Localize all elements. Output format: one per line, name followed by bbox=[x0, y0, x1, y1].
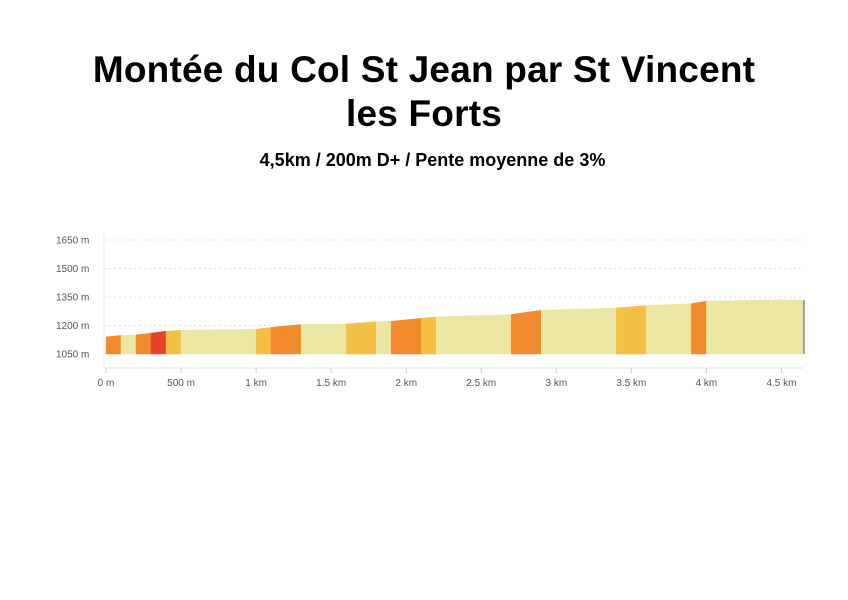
profile-segment-steep bbox=[691, 300, 707, 355]
profile-segment-gentle bbox=[646, 303, 692, 355]
profile-segment-steep bbox=[390, 318, 422, 355]
y-tick-label: 1200 m bbox=[56, 321, 89, 332]
profile-segment-moderate bbox=[616, 305, 647, 355]
profile-segment-gentle bbox=[120, 334, 137, 355]
x-tick-label: 3.5 km bbox=[616, 378, 646, 389]
profile-segment-moderate bbox=[345, 321, 377, 355]
profile-segment-gentle bbox=[300, 323, 347, 355]
x-tick-label: 1.5 km bbox=[316, 378, 346, 389]
subtitle: 4,5km / 200m D+ / Pente moyenne de 3% bbox=[259, 150, 606, 170]
y-tick-labels: 1050 m 1200 m 1350 m 1500 m 1650 m bbox=[56, 236, 89, 361]
profile-segment-gentle bbox=[541, 307, 617, 355]
x-tick-label: 2 km bbox=[395, 378, 417, 389]
x-tick-label: 1 km bbox=[245, 378, 267, 389]
y-tick-label: 1050 m bbox=[56, 350, 89, 361]
x-tick-labels: 0 m 500 m 1 km 1.5 km 2 km 2.5 km 3 km 3.5 km 4 … bbox=[98, 368, 796, 389]
x-tick-label: 2.5 km bbox=[466, 378, 496, 389]
y-tick-label: 1350 m bbox=[56, 293, 89, 304]
x-tick-label: 500 m bbox=[167, 378, 195, 389]
x-tick-label: 4 km bbox=[696, 378, 718, 389]
x-tick-label: 0 m bbox=[98, 378, 115, 389]
profile-segment-gentle bbox=[435, 314, 512, 355]
profile-segment-steep bbox=[105, 335, 122, 355]
profile-segment-steep bbox=[511, 310, 542, 355]
axes bbox=[103, 232, 804, 369]
title-line-1: Montée du Col St Jean par St Vincent bbox=[92, 49, 756, 90]
profile-segment-steep bbox=[135, 332, 152, 355]
y-tick-label: 1650 m bbox=[56, 236, 89, 247]
profile-segment-steep bbox=[270, 324, 302, 355]
y-tick-label: 1500 m bbox=[56, 264, 89, 275]
x-tick-label: 4.5 km bbox=[766, 378, 796, 389]
profile-segment-gentle bbox=[180, 329, 257, 355]
profile-segment-gentle bbox=[706, 299, 782, 355]
page-title: Montée du Col St Jean par St Vincent les… bbox=[0, 48, 848, 136]
title-line-2: les Forts bbox=[345, 93, 502, 134]
profile-segment-moderate bbox=[165, 329, 182, 355]
profile-segment-moderate bbox=[420, 316, 437, 355]
profile-segment-moderate bbox=[255, 327, 272, 355]
x-tick-label: 3 km bbox=[545, 378, 567, 389]
profile-segment-gentle bbox=[375, 321, 392, 355]
profile-area bbox=[105, 299, 805, 355]
profile-segment-gentle bbox=[781, 299, 805, 355]
profile-segment-very-steep bbox=[150, 330, 167, 355]
